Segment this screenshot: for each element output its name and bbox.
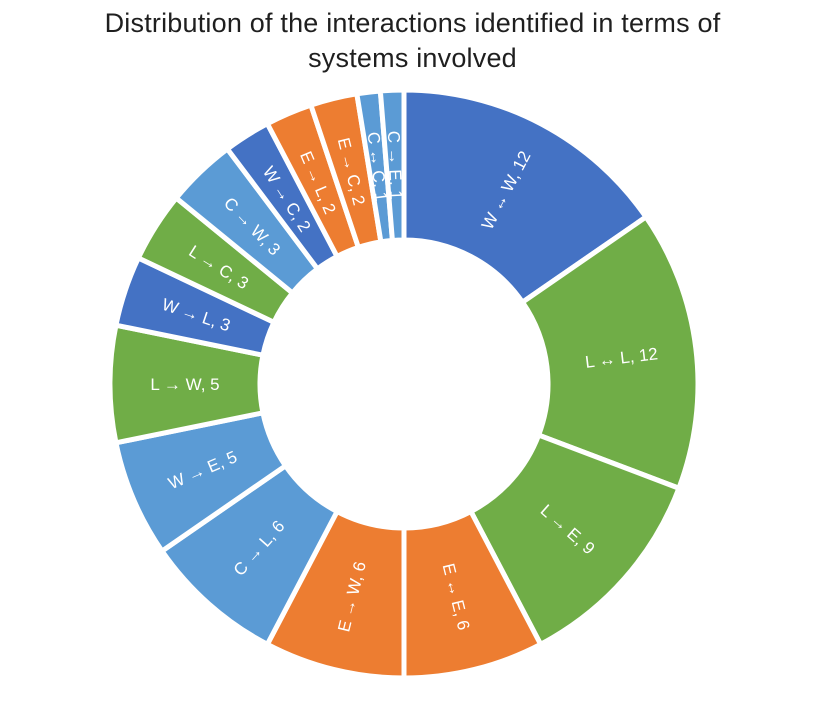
chart-title: Distribution of the interactions identif… [0, 6, 825, 76]
chart-title-line1: Distribution of the interactions identif… [104, 8, 721, 38]
slice-w-w [401, 87, 649, 305]
chart-title-line2: systems involved [308, 43, 517, 73]
slice-label-c-e: C → E, 1 [384, 130, 406, 200]
slice-c-e [377, 87, 407, 243]
slice-label-l-w: L → W, 5 [150, 375, 219, 394]
slice-l-l [520, 214, 701, 491]
